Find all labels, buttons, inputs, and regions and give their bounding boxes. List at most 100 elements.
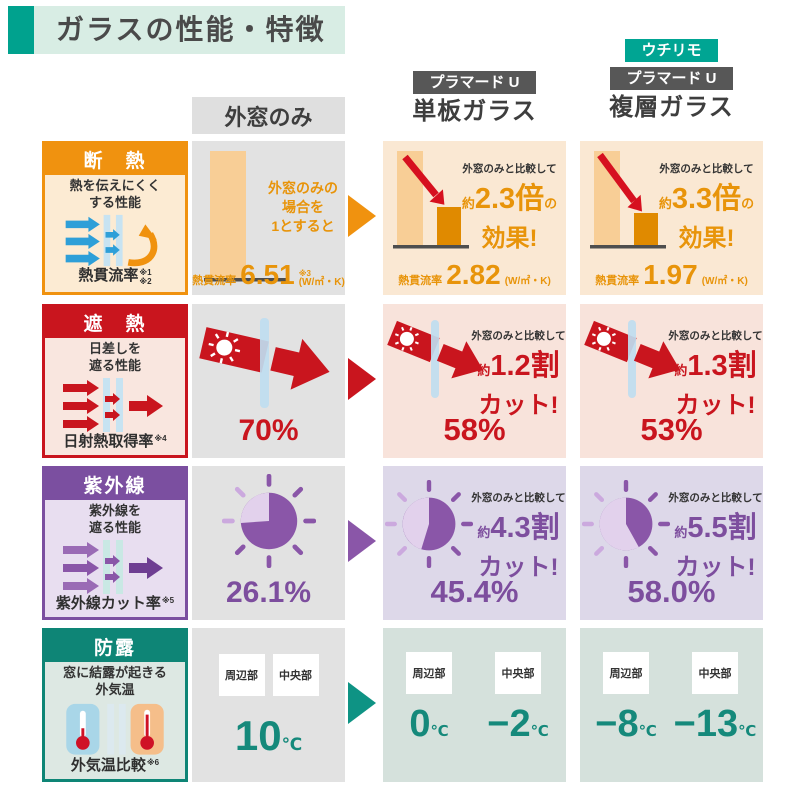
cut-label: カット! (478, 392, 559, 419)
temp-unit: ℃ (638, 723, 657, 740)
row-label-uv: 紫外線 紫外線を 遮る性能 紫外線カット率 ※5 (42, 466, 188, 620)
temp-number: −13 (673, 703, 739, 745)
flow-arrow-icon (348, 682, 376, 724)
temperature-value: 10 ℃ (192, 712, 345, 759)
row-title-shading: 遮 熱 (45, 307, 185, 338)
row-title-condensation: 防露 (45, 631, 185, 662)
area-label-center: 中央部 (692, 652, 738, 694)
metric-notes: ※1 ※2 (139, 267, 152, 287)
temperature-value: 0 ℃ (409, 705, 448, 743)
metric-name: 熱貫流率 (595, 275, 640, 287)
row-title-insulation: 断 熱 (45, 144, 185, 175)
temp-number: 10 (234, 712, 282, 759)
baseline-note: 外窓のみの 場合を 1とすると (268, 180, 338, 234)
sun-pie-icon (582, 480, 670, 568)
temp-unit: ℃ (530, 723, 549, 740)
cell-condensation-double: 周辺部 −8 ℃ 中央部 −13 ℃ (580, 628, 763, 782)
sun-arrow-icon (199, 318, 330, 408)
row-metric-uv: 紫外線カット率 ※5 (56, 596, 174, 612)
result-value: 58% (443, 412, 506, 447)
baseline-value: 70% (238, 414, 299, 447)
metric-name: 熱貫流率 (398, 275, 443, 287)
baseline-bar-chart (204, 151, 288, 282)
uvalue: 6.51 (240, 259, 295, 290)
cell-insulation-single: 外窓のみと比較して 約2.3倍の 効果! 熱貫流率 2.82 (W/㎡・K) (383, 141, 566, 295)
cut-amount: 1.2割 (490, 350, 560, 382)
metric-name: 熱貫流率 (78, 266, 139, 284)
area-label-edge: 周辺部 (218, 654, 265, 696)
row-metric-insulation: 熱貫流率 ※1 ※2 (78, 268, 151, 287)
unit: (W/㎡・K) (504, 276, 551, 287)
temperature-value: −2 ℃ (487, 705, 549, 743)
result-value: 58.0% (627, 574, 716, 609)
temp-group-edge: 周辺部 −8 ℃ (584, 652, 668, 745)
uvalue-line: 熱貫流率 1.97 (W/㎡・K) (580, 259, 763, 290)
row-desc-insulation: 熱を伝えにくく する性能 (69, 178, 161, 210)
insulation-arrows-icon (65, 214, 158, 266)
cut-amount: 4.3割 (490, 512, 560, 544)
cell-shading-baseline: 70% (192, 304, 345, 458)
temp-number: −8 (595, 703, 639, 745)
column-header-single: プラマード U 単板ガラス (383, 71, 566, 125)
unit: (W/㎡・K) (701, 276, 748, 287)
cut-label: カット! (675, 392, 756, 419)
cell-uv-baseline: 26.1% (192, 466, 345, 620)
cut-amount: 5.5割 (687, 512, 757, 544)
metric-name: 外気温比較 (70, 757, 146, 775)
condensation-thermometer-icon (66, 703, 164, 755)
temp-unit: ℃ (738, 723, 757, 740)
temp-group-center: 中央部 −13 ℃ (672, 652, 758, 745)
approx-label: 約 (674, 363, 688, 378)
area-label-center: 中央部 (495, 652, 541, 694)
row-title-uv: 紫外線 (45, 469, 185, 500)
page-title: ガラスの性能・特徴 (34, 6, 346, 54)
area-labels: 周辺部 中央部 (192, 654, 345, 696)
cut-label: カット! (478, 554, 559, 581)
approx-label: 約 (658, 196, 672, 211)
cell-shading-double: 外窓のみと比較して 約1.3割 カット! 53% (580, 304, 763, 458)
sun-arrow-icon (387, 320, 483, 398)
cell-uv-double: 外窓のみと比較して 約5.5割 カット! 58.0% (580, 466, 763, 620)
flow-arrow-icon (348, 195, 376, 237)
approx-label: 約 (477, 525, 491, 540)
uvalue: 1.97 (643, 259, 698, 290)
cell-condensation-baseline: 周辺部 中央部 10 ℃ (192, 628, 345, 782)
cell-shading-single: 外窓のみと比較して 約1.2割 カット! 58% (383, 304, 566, 458)
comparison-bar-chart (590, 151, 666, 249)
effect-text: 約3.3倍の 効果! (652, 175, 761, 253)
page-title-block: ガラスの性能・特徴 (8, 6, 346, 54)
compare-note: 外窓のみと比較して (659, 163, 754, 175)
effect-factor: 2.3倍 (474, 183, 545, 215)
temp-unit: ℃ (281, 735, 303, 754)
sun-pie-icon (222, 474, 316, 568)
flow-arrow-icon (348, 520, 376, 562)
row-metric-shading: 日射熱取得率 ※4 (63, 434, 166, 450)
area-label-center: 中央部 (272, 654, 319, 696)
result-value: 45.4% (430, 574, 519, 609)
compare-note: 外窓のみと比較して (668, 330, 763, 342)
row-label-condensation: 防露 窓に結露が起きる 外気温 外気温比較 ※6 (42, 628, 188, 782)
compare-note: 外窓のみと比較して (668, 492, 763, 504)
cut-text: 約1.2割 カット! (471, 342, 566, 420)
cut-text: 約5.5割 カット! (668, 504, 763, 582)
temperature-value: −8 ℃ (595, 703, 657, 745)
row-desc-uv: 紫外線を 遮る性能 (88, 503, 141, 535)
row-metric-condensation: 外気温比較 ※6 (71, 758, 159, 774)
result-value: 53% (640, 412, 703, 447)
uv-arrows-icon (63, 539, 163, 594)
uvalue-line: 熱貫流率 6.51 ※3 (W/㎡・K) (192, 259, 345, 290)
metric-notes: ※4 (154, 434, 167, 444)
approx-label: 約 (674, 525, 688, 540)
effect-factor: 3.3倍 (671, 183, 742, 215)
suffix-label: の (741, 196, 755, 211)
metric-notes: ※5 (161, 596, 175, 606)
temp-group-edge: 周辺部 0 ℃ (387, 652, 471, 743)
temperature-value: −13 ℃ (673, 703, 757, 745)
compare-note: 外窓のみと比較して (462, 163, 557, 175)
uvalue: 2.82 (446, 259, 501, 290)
cut-text: 約1.3割 カット! (668, 342, 763, 420)
metric-name: 熱貫流率 (192, 275, 237, 287)
cut-text: 約4.3割 カット! (471, 504, 566, 582)
compare-note: 外窓のみと比較して (471, 492, 566, 504)
